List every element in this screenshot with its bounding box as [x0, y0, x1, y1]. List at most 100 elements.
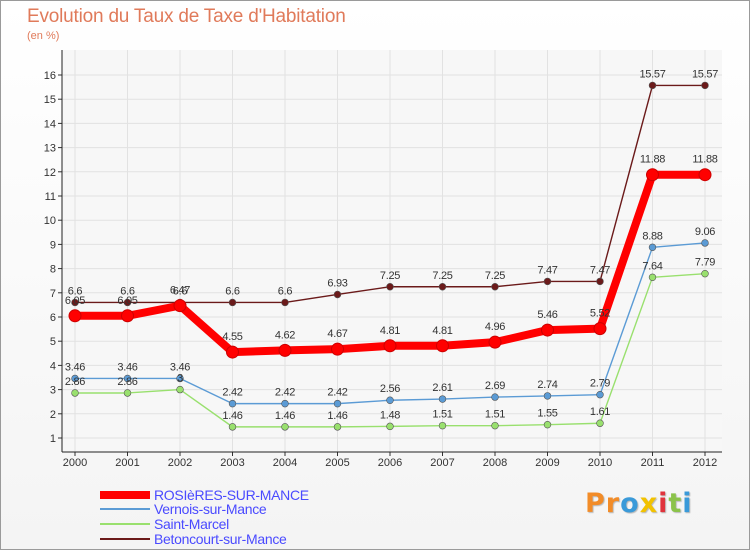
data-label: 3.46 — [117, 361, 137, 373]
data-point — [646, 168, 659, 182]
data-label: 2.69 — [485, 380, 505, 392]
data-label: 4.62 — [275, 329, 295, 341]
data-point — [173, 299, 187, 313]
logo-letter: r — [605, 488, 621, 519]
data-point — [71, 374, 79, 383]
y-tick-label: 2 — [50, 409, 56, 421]
legend-item-rosieres: ROSIèRES-SUR-MANCE — [100, 487, 309, 503]
data-label: 1.48 — [380, 409, 400, 421]
data-label: 9.06 — [695, 226, 715, 238]
data-label: 4.67 — [327, 328, 347, 340]
data-point — [438, 283, 447, 291]
data-label: 4.55 — [222, 331, 242, 343]
x-tick-label: 2011 — [641, 457, 665, 469]
y-tick-label: 10 — [44, 215, 56, 227]
data-label: 1.46 — [275, 410, 295, 422]
legend-item-saint-marcel: Saint-Marcel — [100, 516, 229, 532]
legend-label-saint-marcel: Saint-Marcel — [154, 516, 229, 532]
data-label: 2.86 — [65, 376, 85, 388]
data-point — [71, 389, 79, 397]
y-tick-label: 13 — [44, 143, 56, 155]
data-label: 7.79 — [695, 257, 715, 269]
data-label: 6.6 — [278, 285, 293, 297]
x-tick-label: 2009 — [535, 457, 559, 469]
y-tick-label: 11 — [45, 191, 56, 203]
series-lines — [68, 81, 712, 431]
y-tick-label: 9 — [50, 239, 56, 251]
data-label: 2.42 — [222, 387, 242, 399]
data-point — [176, 385, 184, 394]
y-tick-label: 14 — [44, 118, 56, 130]
data-label: 2.74 — [537, 379, 557, 391]
y-tick-label: 16 — [44, 70, 56, 82]
data-label: 6.05 — [117, 295, 137, 307]
data-point — [701, 239, 709, 247]
data-label: 4.81 — [380, 325, 400, 337]
data-label: 8.88 — [642, 230, 662, 242]
data-point — [438, 421, 447, 430]
data-label: 1.46 — [222, 410, 242, 422]
data-point — [228, 423, 237, 431]
x-tick-label: 2012 — [693, 457, 717, 469]
y-tick-label: 7 — [50, 288, 56, 300]
data-label: 2.61 — [432, 382, 452, 394]
data-label: 3.46 — [170, 361, 190, 373]
data-label: 15.57 — [692, 68, 718, 80]
data-point — [543, 392, 552, 400]
data-label: 4.81 — [432, 325, 452, 337]
data-label: 5.46 — [537, 309, 557, 321]
data-label: 6.6 — [225, 285, 240, 297]
grid — [62, 50, 722, 452]
data-point — [701, 81, 709, 90]
logo-letter: i — [658, 488, 669, 519]
data-point — [648, 273, 657, 282]
x-tick-label: 2006 — [378, 457, 402, 469]
data-point — [593, 322, 607, 336]
y-tick-label: 6 — [50, 312, 56, 324]
data-point — [281, 399, 289, 408]
x-tick-label: 2005 — [325, 457, 349, 469]
data-point — [541, 323, 554, 337]
data-point — [491, 393, 499, 401]
data-label: 3 — [177, 373, 183, 385]
y-tick-label: 12 — [44, 167, 56, 179]
data-label: 6.47 — [170, 285, 190, 297]
y-tick-label: 3 — [50, 385, 56, 397]
data-label: 6.05 — [65, 295, 85, 307]
y-tick-label: 8 — [50, 264, 56, 276]
data-point — [488, 335, 502, 349]
x-tick-label: 2004 — [273, 457, 297, 469]
data-label: 7.25 — [380, 270, 400, 282]
data-point — [226, 345, 239, 359]
data-point — [543, 420, 552, 429]
data-label: 11.88 — [692, 154, 717, 166]
data-point — [596, 277, 604, 286]
y-tick-label: 15 — [44, 94, 56, 106]
legend-swatch-rosieres — [100, 491, 150, 499]
data-label: 7.25 — [485, 270, 505, 282]
legend-label-vernois: Vernois-sur-Mance — [154, 501, 267, 517]
data-label: 3.46 — [65, 361, 85, 373]
data-point — [383, 339, 397, 353]
data-point — [698, 168, 712, 182]
data-point — [123, 389, 132, 397]
data-point — [438, 395, 447, 403]
logo-letter: o — [620, 488, 640, 519]
data-point — [491, 421, 499, 430]
data-point — [648, 243, 657, 252]
x-tick-label: 2002 — [168, 457, 192, 469]
data-label: 2.79 — [590, 378, 610, 390]
legend-item-betoncourt: Betoncourt-sur-Mance — [100, 531, 287, 547]
y-tick-label: 5 — [50, 336, 56, 348]
data-point — [491, 283, 499, 291]
legend-item-vernois: Vernois-sur-Mance — [100, 501, 267, 517]
proxiti-logo: Proxiti — [585, 488, 693, 519]
data-label: 6.6 — [68, 285, 83, 297]
data-label: 1.46 — [327, 410, 347, 422]
data-label: 2.56 — [380, 383, 400, 395]
data-point — [333, 290, 342, 299]
data-point — [123, 298, 132, 307]
logo-letter: x — [639, 488, 659, 519]
